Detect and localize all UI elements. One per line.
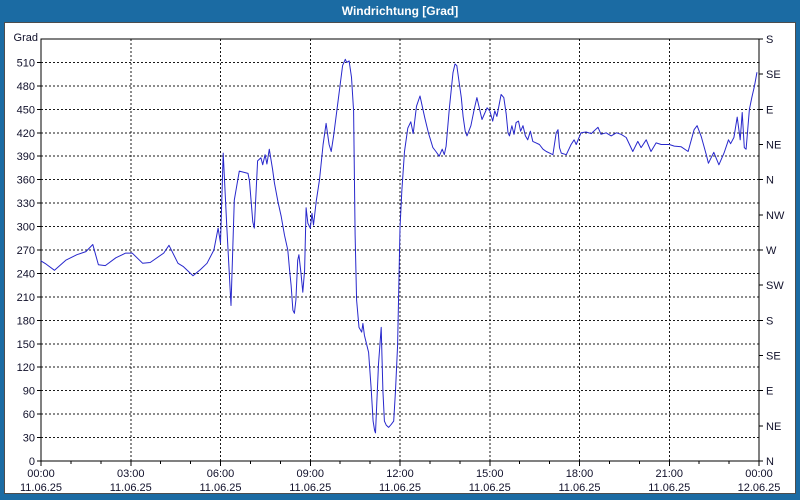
y-axis-tick-label: 450: [17, 104, 35, 116]
x-axis-time-label: 06:00: [207, 468, 235, 480]
compass-tick-label: E: [766, 104, 773, 116]
x-axis-time-label: 15:00: [476, 468, 504, 480]
x-axis-time-label: 00:00: [745, 468, 773, 480]
x-axis-time-label: 21:00: [655, 468, 683, 480]
y-axis-tick-label: 0: [29, 456, 35, 468]
x-axis-date-label: 11.06.25: [379, 482, 421, 494]
y-axis-tick-label: 60: [23, 409, 35, 421]
x-axis-date-label: 11.06.25: [558, 482, 600, 494]
compass-tick-label: E: [766, 386, 773, 398]
y-axis-tick-label: 240: [17, 268, 35, 280]
x-axis-time-label: 18:00: [566, 468, 594, 480]
compass-tick-label: NE: [766, 421, 781, 433]
y-axis-tick-label: 300: [17, 222, 35, 234]
x-axis-date-label: 11.06.25: [110, 482, 152, 494]
x-axis-time-label: 12:00: [386, 468, 414, 480]
compass-tick-label: SE: [766, 351, 781, 363]
title-bar[interactable]: Windrichtung [Grad]: [0, 0, 800, 22]
x-axis-date-label: 11.06.25: [469, 482, 511, 494]
compass-tick-label: SW: [766, 280, 784, 292]
x-axis-date-label: 11.06.25: [648, 482, 690, 494]
y-axis-tick-label: 270: [17, 245, 35, 257]
y-axis-tick-label: 150: [17, 339, 35, 351]
compass-tick-label: N: [766, 175, 774, 187]
wind-direction-chart: 0 30 60 90 120 150 180 210 240 270 300 330 360 390 420…: [17, 34, 785, 494]
compass-tick-label: SE: [766, 69, 781, 81]
compass-tick-label: NE: [766, 140, 781, 152]
x-axis-date-label: 12.06.25: [738, 482, 781, 494]
x-axis-time-label: 03:00: [117, 468, 145, 480]
y-axis-tick-label: 360: [17, 175, 35, 187]
y-axis-tick-label: 330: [17, 198, 35, 210]
y-axis-tick-label: 120: [17, 362, 35, 374]
y-axis-tick-label: 30: [23, 433, 35, 445]
x-axis-date-label: 11.06.25: [289, 482, 331, 494]
y-axis-tick-label: 90: [23, 386, 35, 398]
y-axis-tick-label: 180: [17, 315, 35, 327]
compass-tick-label: S: [766, 315, 773, 327]
y-axis-tick-label: 480: [17, 81, 35, 93]
y-axis-tick-label: 420: [17, 128, 35, 140]
y-axis-tick-label: 210: [17, 292, 35, 304]
chart-panel: Grad 0 30 60 90 120 150 180 210 240 270 300 330 360 3…: [4, 22, 796, 494]
y-axis-tick-label: 390: [17, 151, 35, 163]
x-axis-time-label: 00:00: [27, 468, 55, 480]
compass-tick-label: N: [766, 456, 774, 468]
wind-direction-line: [40, 58, 758, 434]
compass-tick-label: W: [766, 245, 777, 257]
x-axis-time-label: 09:00: [296, 468, 324, 480]
window-title: Windrichtung [Grad]: [341, 4, 459, 18]
compass-tick-label: NW: [766, 210, 785, 222]
y-axis-unit-label: Grad: [13, 32, 38, 44]
y-axis-tick-label: 510: [17, 57, 35, 69]
x-axis-date-label: 11.06.25: [199, 482, 241, 494]
x-axis-date-label: 11.06.25: [20, 482, 62, 494]
compass-tick-label: S: [766, 34, 773, 46]
